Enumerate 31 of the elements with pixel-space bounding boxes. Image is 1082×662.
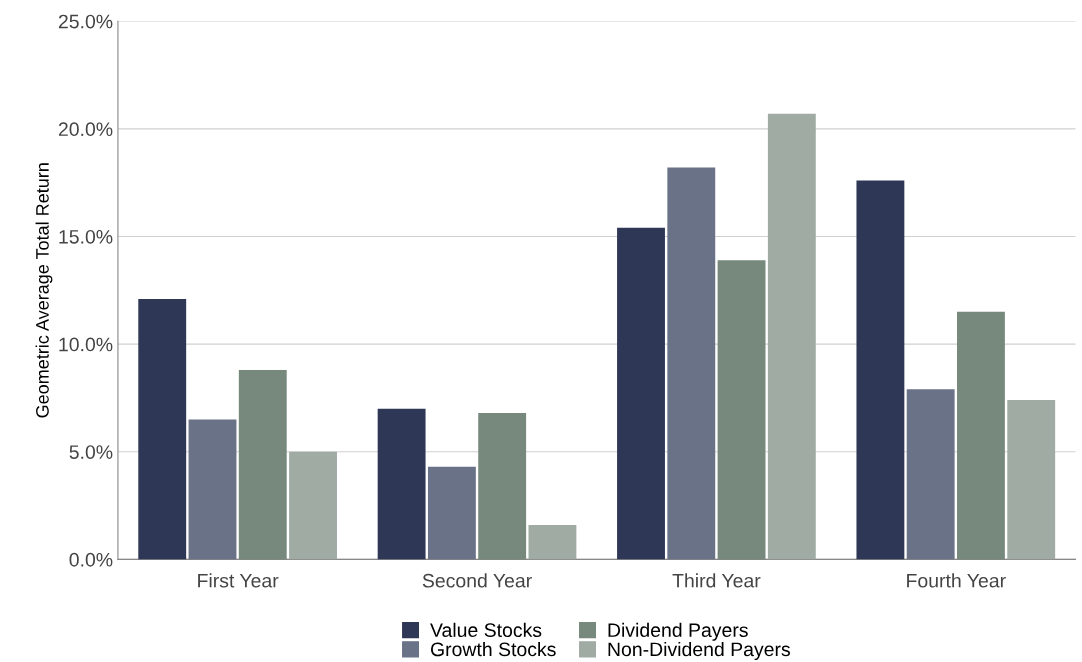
bar bbox=[617, 227, 665, 560]
bar bbox=[238, 369, 287, 560]
bar bbox=[377, 408, 426, 560]
y-tick-label: 5.0% bbox=[69, 445, 113, 459]
bar bbox=[138, 298, 187, 560]
bar bbox=[717, 260, 766, 560]
y-axis-title: Geometric Average Total Return bbox=[35, 163, 53, 418]
y-tick-label: 25.0% bbox=[58, 14, 113, 29]
x-tick-label: Second Year bbox=[422, 573, 532, 588]
y-tick-label: 15.0% bbox=[59, 229, 113, 244]
legend-label: Value Stocks bbox=[430, 622, 542, 638]
bar bbox=[1007, 400, 1056, 560]
x-tick-label: First Year bbox=[198, 573, 279, 588]
bar bbox=[478, 413, 527, 560]
bar bbox=[667, 167, 716, 560]
bar bbox=[906, 389, 955, 560]
bar bbox=[767, 113, 816, 560]
bar bbox=[289, 451, 337, 560]
bar bbox=[856, 180, 905, 560]
bar bbox=[528, 524, 577, 560]
legend-label: Dividend Payers bbox=[608, 622, 748, 641]
y-tick-label: 0.0% bbox=[69, 552, 113, 567]
x-tick-label: Fourth Year bbox=[907, 573, 1006, 588]
bar bbox=[427, 466, 476, 560]
x-tick-label: Third Year bbox=[672, 573, 761, 588]
bar bbox=[188, 419, 237, 560]
y-tick-label: 10.0% bbox=[59, 337, 113, 352]
bar bbox=[957, 311, 1005, 560]
legend-label: Non-Dividend Payers bbox=[608, 641, 790, 661]
y-tick-label: 20.0% bbox=[58, 122, 113, 137]
legend-label: Growth Stocks bbox=[430, 641, 556, 657]
